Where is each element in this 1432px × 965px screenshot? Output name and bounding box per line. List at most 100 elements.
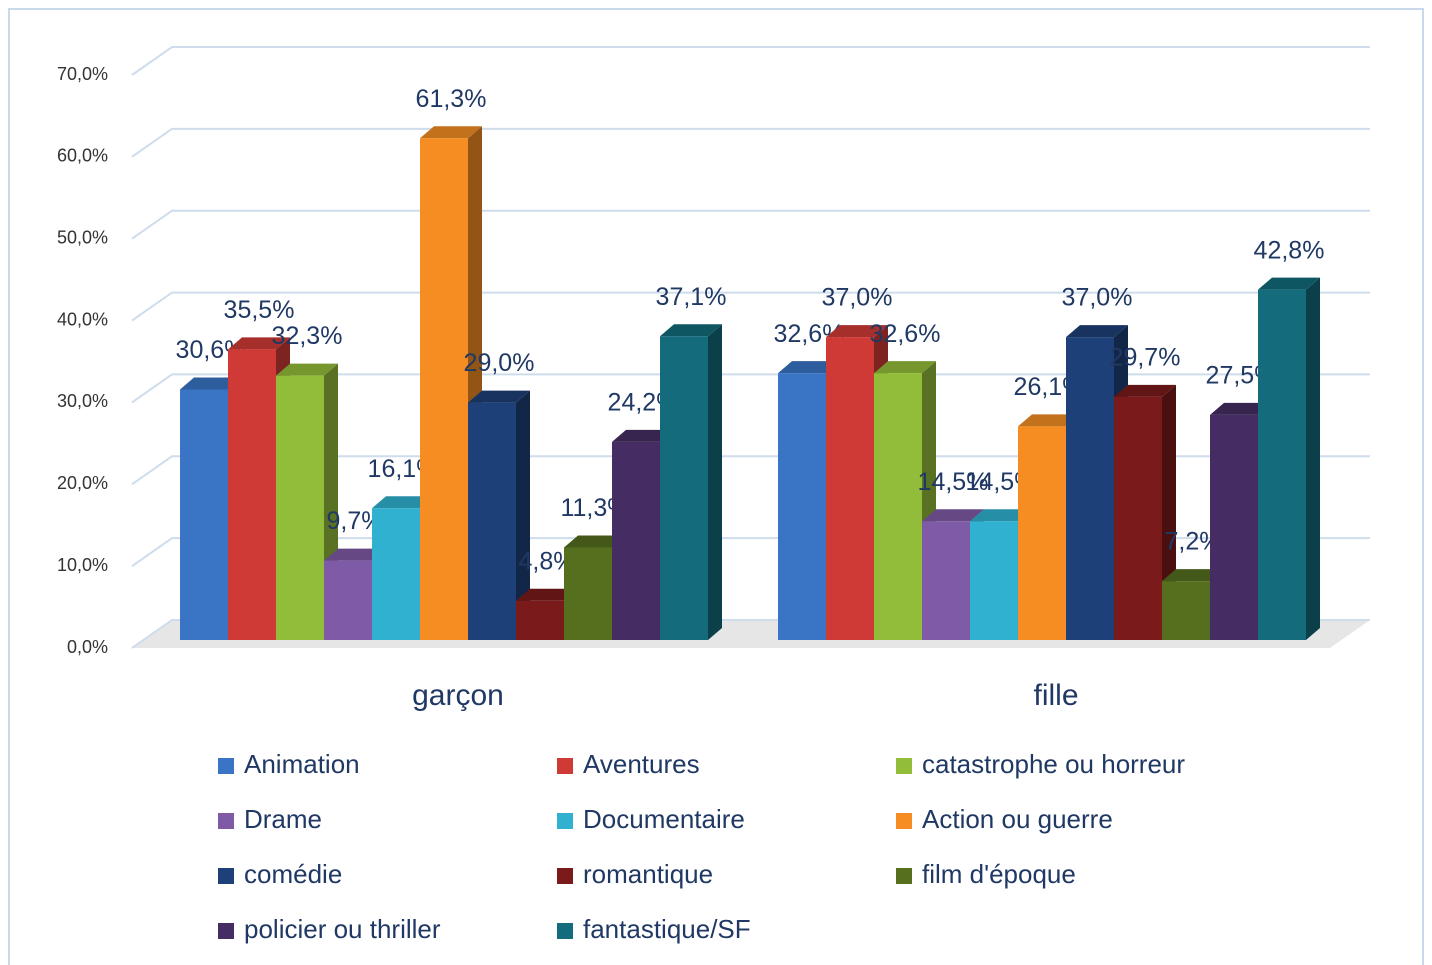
bar-face (180, 389, 228, 640)
bar-face (922, 521, 970, 640)
legend-label: fantastique/SF (583, 914, 751, 944)
bar-face (180, 377, 242, 390)
bar-face (660, 324, 722, 337)
value-label: 14,5% (918, 468, 989, 496)
bar-face (1258, 277, 1320, 290)
bar-face (1162, 581, 1210, 640)
value-label: 35,5% (224, 296, 295, 324)
legend-swatch (557, 813, 573, 829)
legend-label: Animation (244, 749, 360, 779)
bar-face (1114, 396, 1162, 640)
value-label: 29,0% (464, 349, 535, 377)
y-tick-label: 30,0% (57, 391, 108, 411)
bar-face (516, 390, 530, 640)
bar-face (1210, 414, 1258, 640)
legend-swatch (557, 758, 573, 774)
bar-face (1066, 325, 1128, 338)
y-tick-label: 60,0% (57, 146, 108, 166)
bar-face (516, 588, 578, 601)
grid-line (131, 209, 1370, 240)
chart-border (8, 8, 1424, 965)
bar-face (1018, 414, 1080, 427)
bar-face (1114, 384, 1176, 397)
bar-face (708, 324, 722, 640)
bar-face (778, 361, 840, 374)
bar-face (228, 349, 276, 640)
grid-line (131, 373, 1370, 404)
legend-swatch (218, 923, 234, 939)
bar-face (468, 402, 516, 640)
value-label: 42,8% (1254, 236, 1325, 264)
legend-swatch (896, 758, 912, 774)
value-label: 29,7% (1110, 343, 1181, 371)
legend-label: catastrophe ou horreur (922, 749, 1185, 779)
bar-face (324, 548, 386, 561)
bar-face (372, 496, 434, 509)
bar-face (1306, 277, 1320, 640)
bar-face (1210, 402, 1272, 415)
value-label: 37,0% (822, 284, 893, 312)
x-tick-label: fille (1033, 679, 1078, 712)
bar-face (1018, 426, 1066, 640)
grid-line (131, 127, 1370, 158)
bar-face (1258, 289, 1306, 640)
bar-face (1162, 569, 1224, 582)
y-tick-label: 40,0% (57, 309, 108, 329)
legend-swatch (896, 868, 912, 884)
bar-face (564, 535, 626, 548)
bar-face (324, 560, 372, 640)
bar-face (778, 373, 826, 640)
y-tick-label: 50,0% (57, 227, 108, 247)
legend-label: romantique (583, 859, 713, 889)
legend-swatch (557, 923, 573, 939)
bar-face (228, 337, 290, 350)
value-label: 61,3% (416, 85, 487, 113)
grid-line (131, 291, 1370, 322)
bar-face (1066, 337, 1114, 640)
bar-face (826, 325, 888, 338)
value-label: 37,0% (1062, 284, 1133, 312)
value-label: 32,3% (272, 322, 343, 350)
bar-face (516, 600, 564, 640)
bar-face (970, 509, 1032, 522)
legend-label: Action ou guerre (922, 804, 1113, 834)
bar-face (468, 390, 530, 403)
legend-label: Documentaire (583, 804, 745, 834)
bar-face (276, 375, 324, 640)
legend-swatch (218, 813, 234, 829)
legend-swatch (218, 868, 234, 884)
y-tick-label: 20,0% (57, 473, 108, 493)
bar-face (372, 508, 420, 640)
value-label: 37,1% (656, 283, 727, 311)
x-tick-label: garçon (412, 679, 504, 712)
legend-swatch (557, 868, 573, 884)
bar-face (874, 373, 922, 640)
value-label: 32,6% (870, 320, 941, 348)
bar-face (276, 363, 338, 376)
bar (468, 390, 530, 640)
y-tick-label: 10,0% (57, 555, 108, 575)
bar-face (612, 429, 674, 442)
bar-face (970, 521, 1018, 640)
bar-face (874, 361, 936, 374)
bar-face (612, 441, 660, 640)
y-tick-label: 0,0% (67, 637, 108, 657)
bar-face (420, 126, 482, 139)
legend-label: policier ou thriller (244, 914, 441, 944)
legend-label: Drame (244, 804, 322, 834)
legend-label: Aventures (583, 749, 700, 779)
bar-face (420, 138, 468, 641)
legend-label: film d'époque (922, 859, 1076, 889)
grid-line (131, 46, 1370, 76)
bar-face (564, 547, 612, 640)
legend-label: comédie (244, 859, 342, 889)
legend-swatch (218, 758, 234, 774)
bar-face (826, 337, 874, 640)
grid-line (131, 455, 1370, 486)
y-tick-label: 70,0% (57, 64, 108, 84)
bar (660, 324, 722, 640)
bar-face (922, 509, 984, 522)
bar-face (660, 336, 708, 640)
bar (1258, 277, 1320, 640)
